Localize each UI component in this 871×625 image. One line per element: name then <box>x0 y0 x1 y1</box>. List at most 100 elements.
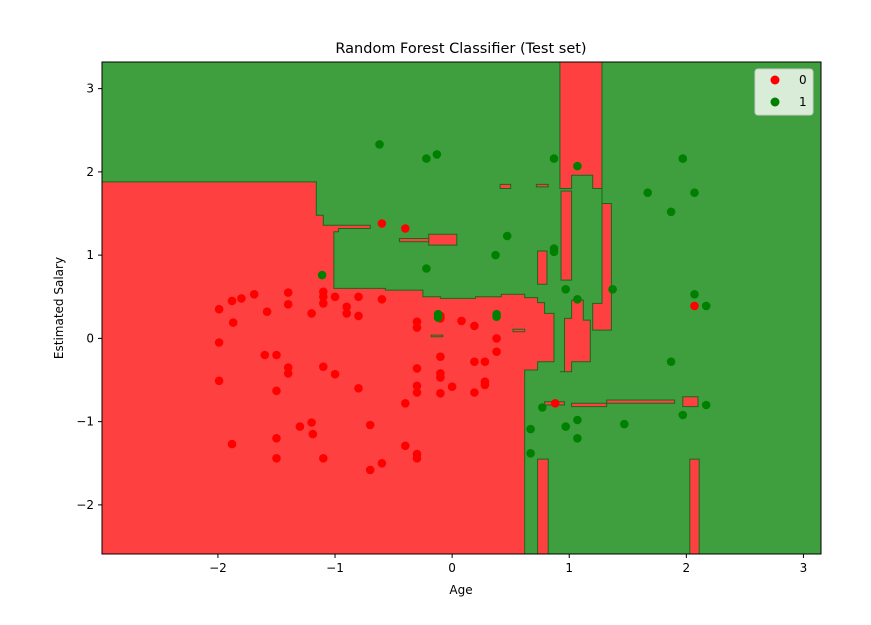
data-point-class-0 <box>307 418 316 427</box>
decision-region-class-0 <box>571 402 608 408</box>
data-point-class-0 <box>214 304 224 314</box>
data-point-class-0 <box>342 309 352 318</box>
decision-region-class-0 <box>606 399 676 404</box>
data-point-class-1 <box>690 188 699 197</box>
data-point-class-1 <box>701 400 711 410</box>
data-point-class-0 <box>307 309 316 318</box>
data-point-class-1 <box>678 154 688 163</box>
x-tick-label: −1 <box>326 561 344 575</box>
data-point-class-0 <box>227 439 237 449</box>
y-tick-label: 2 <box>86 165 94 179</box>
decision-region-class-0 <box>689 458 700 555</box>
decision-region-class-0 <box>499 183 512 189</box>
data-point-class-1 <box>608 285 617 294</box>
data-point-class-0 <box>214 338 224 347</box>
data-point-class-1 <box>666 207 676 217</box>
data-point-class-1 <box>422 264 431 273</box>
data-point-class-0 <box>249 290 259 299</box>
data-point-class-0 <box>492 347 501 357</box>
data-point-class-1 <box>491 250 500 260</box>
data-point-class-0 <box>365 420 375 430</box>
data-point-class-0 <box>283 300 293 309</box>
decision-region-class-0 <box>560 190 573 281</box>
decision-region-class-0 <box>428 233 458 246</box>
x-tick-label: −2 <box>209 561 227 575</box>
data-point-class-1 <box>690 290 699 299</box>
data-point-class-0 <box>480 357 490 367</box>
data-point-class-0 <box>260 350 270 360</box>
y-tick-label: 3 <box>86 82 94 96</box>
y-axis-label: Estimated Salary <box>52 257 66 359</box>
data-point-class-0 <box>412 388 422 397</box>
data-point-class-1 <box>549 247 559 257</box>
data-point-class-0 <box>492 334 501 343</box>
legend-marker-class-1 <box>770 97 780 107</box>
legend: 0 1 <box>754 68 814 116</box>
data-point-class-0 <box>412 323 422 332</box>
legend-label-class-1: 1 <box>799 95 807 109</box>
x-tick-label: 3 <box>800 561 808 575</box>
chart-title: Random Forest Classifier (Test set) <box>335 41 586 57</box>
data-point-class-1 <box>573 415 582 425</box>
y-tick-label: −1 <box>76 415 94 429</box>
data-point-class-0 <box>377 459 387 468</box>
data-point-class-1 <box>526 424 535 434</box>
data-point-class-0 <box>436 389 445 398</box>
data-point-class-1 <box>561 285 570 294</box>
data-point-class-1 <box>573 295 582 304</box>
data-point-class-0 <box>283 363 293 372</box>
data-point-class-1 <box>492 312 501 322</box>
data-point-class-0 <box>470 388 479 397</box>
decision-region-class-0 <box>512 328 526 333</box>
data-point-class-0 <box>470 357 479 367</box>
data-point-class-0 <box>354 384 363 393</box>
data-point-class-1 <box>317 270 327 280</box>
data-point-class-0 <box>319 454 328 463</box>
data-point-class-1 <box>678 410 688 420</box>
data-point-class-0 <box>401 399 410 408</box>
decision-region-class-0 <box>537 250 548 285</box>
data-point-class-1 <box>643 188 652 197</box>
data-point-class-0 <box>377 219 387 228</box>
data-point-class-0 <box>412 454 422 463</box>
data-point-class-1 <box>549 154 559 163</box>
y-tick-label: 1 <box>86 248 94 262</box>
y-tick-label: 0 <box>86 331 94 345</box>
plot-frame <box>101 61 822 555</box>
decision-region-class-0 <box>430 334 444 338</box>
data-point-class-0 <box>330 369 340 379</box>
x-axis-label: Age <box>449 583 472 597</box>
data-point-class-1 <box>701 301 711 311</box>
data-point-class-0 <box>319 292 328 302</box>
data-point-class-0 <box>457 316 466 326</box>
x-tick-label: 1 <box>565 561 573 575</box>
data-point-class-0 <box>272 386 281 396</box>
y-axis: −2 −1 0 1 2 3 <box>76 82 102 512</box>
data-point-class-0 <box>283 288 293 297</box>
data-point-class-0 <box>412 317 422 327</box>
x-axis: −2 −1 0 1 2 3 <box>209 554 807 575</box>
data-point-class-0 <box>447 382 457 392</box>
data-points <box>214 140 711 475</box>
data-point-class-0 <box>283 369 293 378</box>
data-point-class-0 <box>470 321 479 331</box>
legend-marker-class-0 <box>770 75 780 85</box>
data-point-class-0 <box>319 362 328 372</box>
data-point-class-0 <box>354 311 363 321</box>
data-point-class-1 <box>538 403 547 412</box>
data-point-class-0 <box>365 465 375 475</box>
data-point-class-0 <box>436 352 445 362</box>
data-point-class-0 <box>308 429 318 439</box>
plot-area <box>101 61 822 555</box>
data-point-class-0 <box>237 294 246 303</box>
data-point-class-1 <box>432 150 442 159</box>
data-point-class-0 <box>412 381 422 391</box>
decision-region-class-0 <box>535 183 549 188</box>
data-point-class-0 <box>436 373 445 382</box>
data-point-class-0 <box>262 307 272 317</box>
decision-region-class-0 <box>559 299 591 373</box>
decision-region-class-0 <box>398 238 430 243</box>
data-point-class-0 <box>330 292 340 302</box>
data-point-class-0 <box>377 295 387 304</box>
data-point-class-0 <box>342 302 352 312</box>
